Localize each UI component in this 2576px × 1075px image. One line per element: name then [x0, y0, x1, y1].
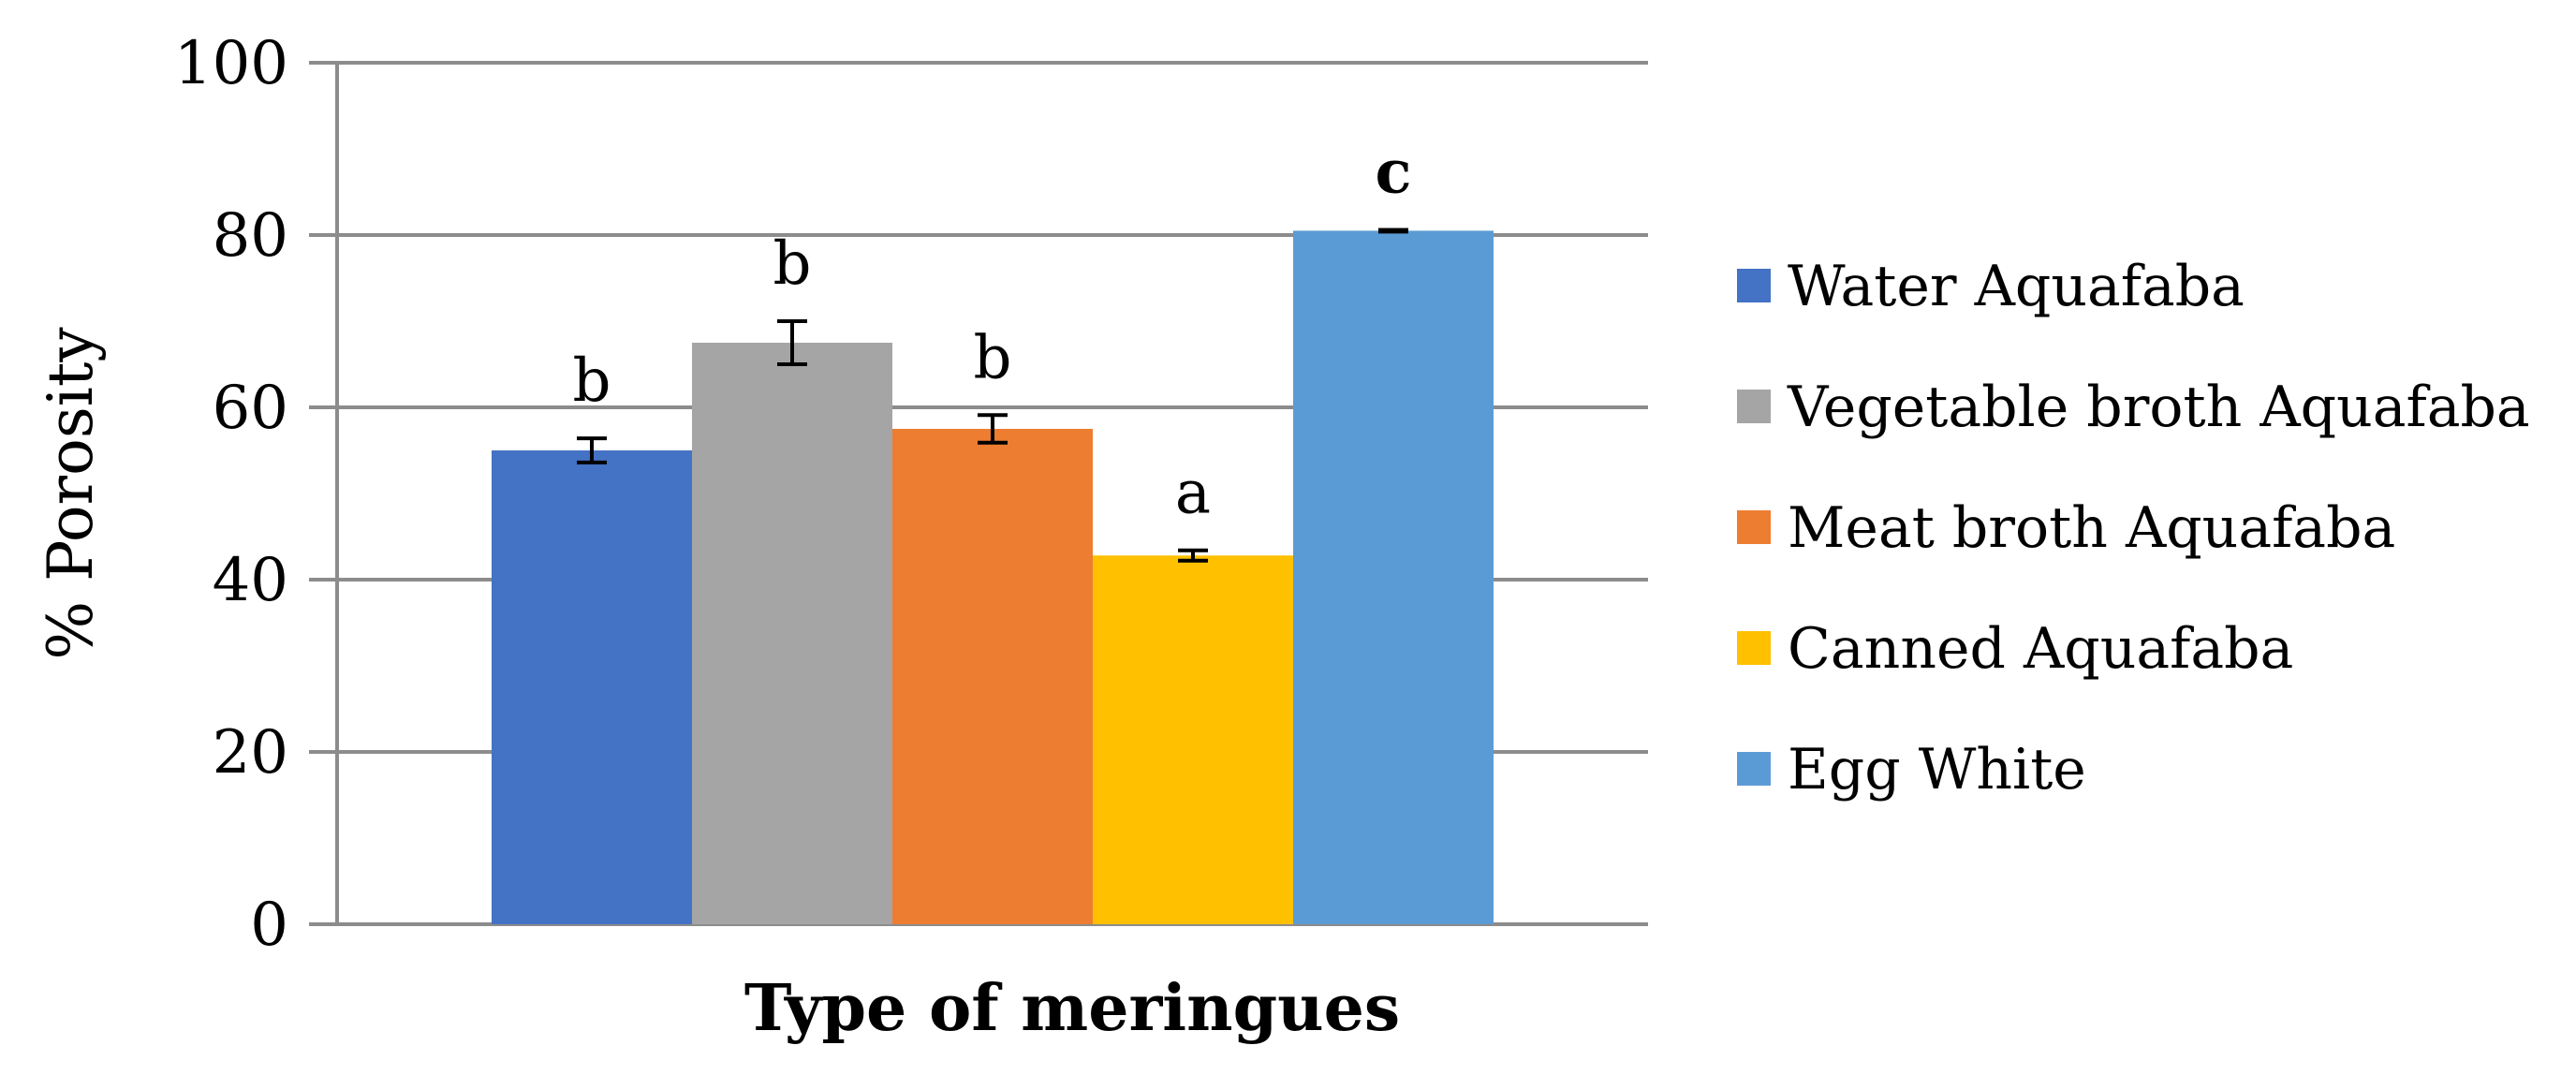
legend: Water Aquafaba Vegetable broth Aquafaba Me… — [1737, 254, 2530, 803]
y-tick-label: 0 — [250, 891, 288, 960]
legend-label-1: Water Aquafaba — [1788, 254, 2245, 319]
y-tick-label: 80 — [213, 201, 288, 271]
y-tick-label: 20 — [213, 718, 288, 788]
bar-2 — [692, 343, 892, 924]
significance-labels: b b b a c — [573, 137, 1412, 527]
bar-4 — [1093, 555, 1293, 924]
legend-swatch-3 — [1737, 510, 1771, 544]
y-axis-ticks: 0 20 40 60 80 100 — [174, 29, 288, 960]
bars — [492, 230, 1494, 924]
bar-1 — [492, 450, 692, 924]
legend-swatch-4 — [1737, 631, 1771, 665]
y-tick-label: 40 — [213, 546, 288, 615]
legend-label-4: Canned Aquafaba — [1788, 616, 2293, 682]
legend-label-2: Vegetable broth Aquafaba — [1787, 375, 2530, 440]
legend-label-3: Meat broth Aquafaba — [1788, 495, 2395, 561]
significance-label-1: b — [573, 346, 611, 416]
y-tick-label: 60 — [213, 374, 288, 443]
x-axis-title: Type of meringues — [744, 971, 1400, 1046]
significance-label-5: c — [1376, 137, 1412, 207]
legend-swatch-1 — [1737, 269, 1771, 302]
legend-swatch-2 — [1737, 390, 1771, 423]
legend-label-5: Egg White — [1788, 737, 2086, 803]
significance-label-3: b — [974, 323, 1012, 392]
error-bars — [577, 228, 1408, 563]
significance-label-2: b — [773, 229, 812, 299]
bar-5 — [1293, 230, 1494, 924]
y-axis-title: % Porosity — [35, 327, 107, 660]
y-tick-label: 100 — [174, 29, 288, 98]
significance-label-4: a — [1175, 459, 1211, 528]
bar-3 — [892, 429, 1093, 924]
legend-swatch-5 — [1737, 752, 1771, 786]
